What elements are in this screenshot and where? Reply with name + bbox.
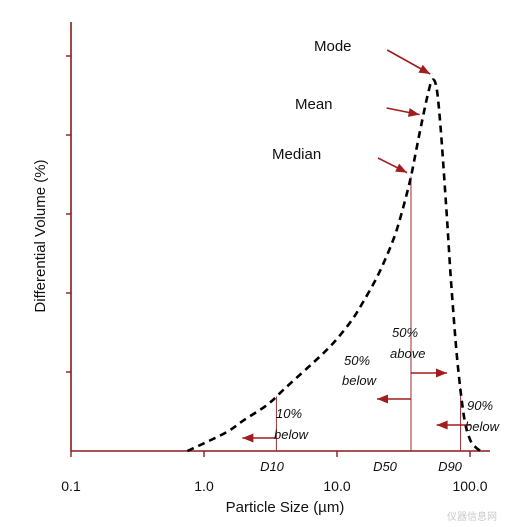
x-axis-title: Particle Size (µm) — [226, 499, 345, 516]
x-tick-label: 100.0 — [452, 478, 487, 494]
d50-below-pct-label: 50% — [344, 353, 370, 368]
d50-below-arrow-head — [376, 394, 388, 404]
x-tick-label: 10.0 — [323, 478, 350, 494]
d90-arrow-head — [436, 420, 448, 430]
d10-below-label: below — [274, 427, 310, 442]
percentile-guides — [275, 176, 462, 451]
d50-axis-label: D50 — [373, 459, 398, 474]
d50-below-text-label: below — [342, 373, 378, 388]
d90-below-label: below — [465, 419, 501, 434]
mean-label: Mean — [295, 96, 333, 113]
d10-pct-label: 10% — [276, 406, 302, 421]
d90-pct-label: 90% — [467, 398, 493, 413]
x-ticks: 0.1 1.0 10.0 100.0 — [61, 451, 488, 494]
x-tick-label: 1.0 — [194, 478, 214, 494]
distribution-curve — [186, 78, 482, 453]
d90-axis-label: D90 — [438, 459, 463, 474]
y-axis-title: Differential Volume (%) — [32, 159, 49, 312]
annotation-arrows — [242, 49, 471, 443]
mode-arrow-head — [418, 64, 431, 74]
d50-above-text-label: above — [390, 346, 425, 361]
mode-label: Mode — [314, 38, 352, 55]
d10-axis-label: D10 — [260, 459, 285, 474]
watermark: 仪器信息网 — [447, 510, 497, 523]
d10-arrow-head — [242, 433, 254, 443]
x-tick-label: 0.1 — [61, 478, 81, 494]
d50-above-arrow-head — [435, 368, 447, 378]
mean-arrow-head — [407, 108, 420, 117]
median-label: Median — [272, 146, 321, 163]
median-arrow-head — [395, 163, 407, 173]
d50-above-pct-label: 50% — [392, 325, 418, 340]
y-ticks — [66, 55, 71, 373]
